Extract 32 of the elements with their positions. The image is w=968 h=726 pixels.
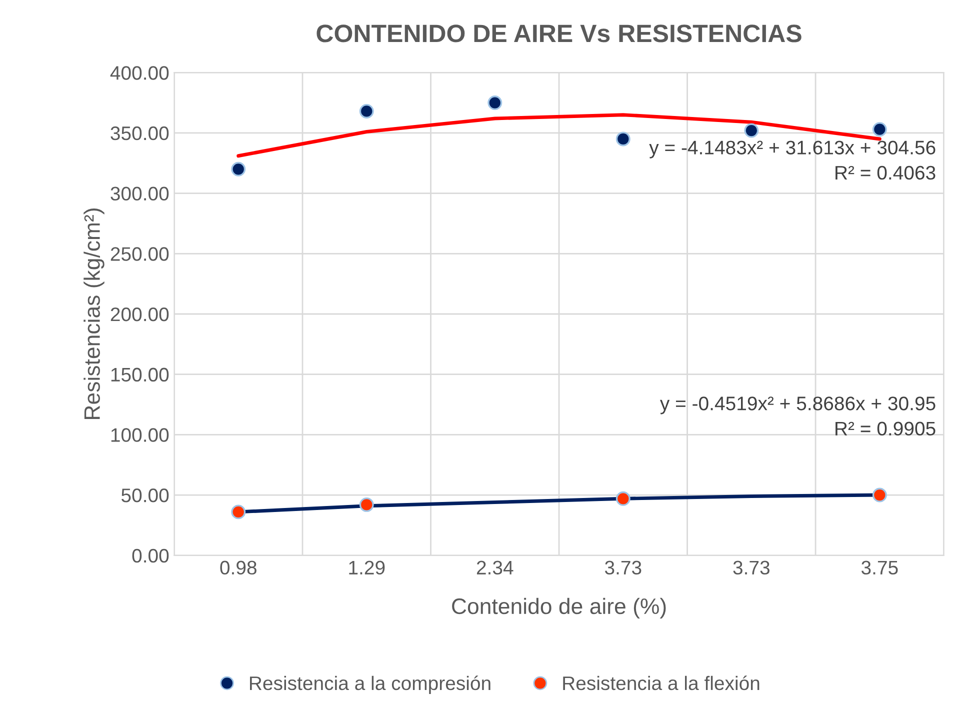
y-tick-label: 300.00 bbox=[110, 186, 169, 201]
point bbox=[616, 491, 630, 506]
y-tick-label: 50.00 bbox=[122, 488, 169, 502]
point bbox=[616, 132, 630, 146]
y-tick-label: 200.00 bbox=[110, 307, 169, 322]
annotation: y = -4.1483x² + 31.613x + 304.56 R² = 0.4063 bbox=[649, 140, 936, 180]
point bbox=[231, 504, 246, 520]
point bbox=[744, 123, 759, 138]
x-tick-label: 0.98 bbox=[220, 560, 256, 575]
x-axis-title: Contenido de aire (%) bbox=[452, 598, 666, 619]
point bbox=[872, 488, 887, 502]
y-tick-label: 100.00 bbox=[111, 428, 169, 442]
x-tick-label: 1.29 bbox=[349, 560, 385, 575]
y-tick-label: 250.00 bbox=[110, 247, 169, 261]
y-tick-label: 0.00 bbox=[132, 548, 169, 563]
point bbox=[359, 497, 374, 512]
x-tick-label: 3.73 bbox=[604, 560, 642, 575]
legend-label: Resistencia a la flexión bbox=[563, 676, 760, 690]
point bbox=[231, 162, 246, 176]
chart-title: CONTENIDO DE AIRE Vs RESISTENCIAS bbox=[316, 24, 802, 42]
annotation: y = -0.4519x² + 5.8686x + 30.95 R² = 0.9905 bbox=[660, 396, 936, 436]
legend-label: Resistencia a la compresión bbox=[250, 676, 490, 694]
y-tick-label: 150.00 bbox=[111, 368, 169, 382]
y-axis-title: Resistencias (kg/cm²) bbox=[84, 208, 104, 419]
point bbox=[488, 96, 502, 110]
x-tick-label: 3.75 bbox=[861, 560, 898, 575]
x-tick-label: 2.34 bbox=[476, 560, 514, 575]
y-tick-label: 400.00 bbox=[110, 66, 169, 80]
point bbox=[359, 104, 374, 118]
y-tick-label: 350.00 bbox=[110, 126, 169, 140]
point bbox=[872, 122, 887, 137]
x-tick-label: 3.73 bbox=[733, 560, 770, 575]
